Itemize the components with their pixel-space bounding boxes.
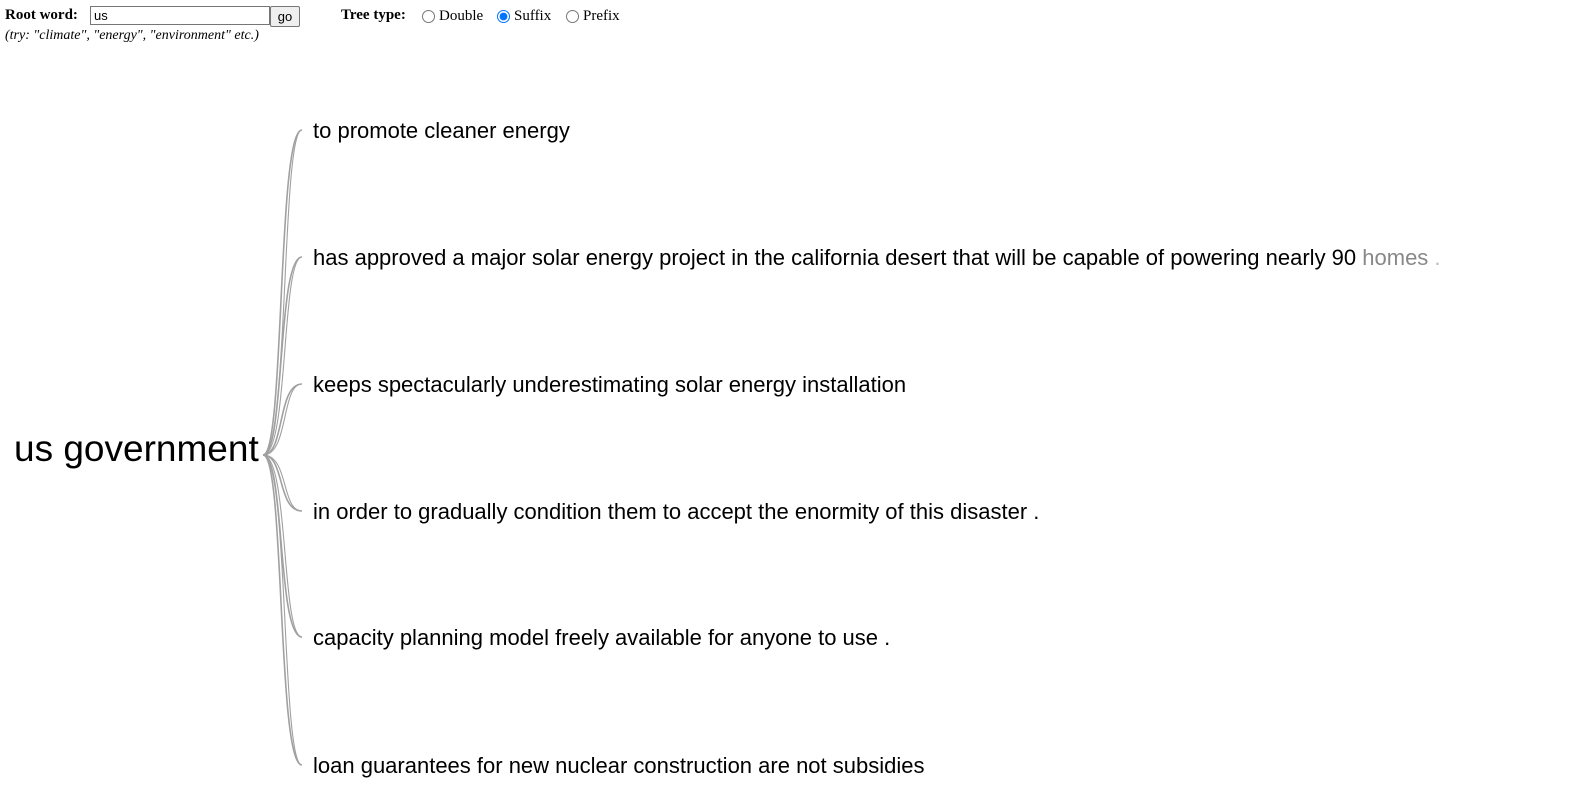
tree-branch-6[interactable]: loan guarantees for new nuclear construc… <box>313 753 924 779</box>
tree-branch-6-text: loan guarantees for new nuclear construc… <box>313 753 925 778</box>
go-button[interactable]: go <box>270 6 300 27</box>
tree-branch-4[interactable]: in order to gradually condition them to … <box>313 499 1039 525</box>
tree-branch-5-text: capacity planning model freely available… <box>313 625 891 650</box>
radio-prefix[interactable]: Prefix <box>566 5 620 27</box>
radio-suffix[interactable]: Suffix <box>497 5 551 27</box>
tree-branch-2-fade-text: homes <box>1356 245 1429 270</box>
tree-link-5 <box>262 454 303 638</box>
tree-link-5 <box>262 454 303 638</box>
root-word-input[interactable] <box>90 6 270 25</box>
tree-link-4 <box>262 454 303 512</box>
tree-link-2 <box>262 256 303 456</box>
tree-root-node[interactable]: us government <box>14 428 259 469</box>
controls-bar: Root word: go (try: "climate", "energy",… <box>5 5 765 47</box>
radio-prefix-label: Prefix <box>583 7 620 24</box>
tree-branch-3[interactable]: keeps spectacularly underestimating sola… <box>313 372 906 398</box>
tree-link-2 <box>262 256 303 456</box>
tree-branch-2[interactable]: has approved a major solar energy projec… <box>313 245 1441 271</box>
tree-link-3 <box>262 383 303 456</box>
radio-double-input[interactable] <box>422 9 435 23</box>
tree-branch-5[interactable]: capacity planning model freely available… <box>313 625 890 651</box>
radio-suffix-label: Suffix <box>514 7 552 24</box>
radio-suffix-input[interactable] <box>497 9 510 23</box>
radio-prefix-input[interactable] <box>566 9 579 23</box>
radio-double-label: Double <box>439 7 484 24</box>
tree-link-4 <box>262 454 303 512</box>
tree-branch-4-text: in order to gradually condition them to … <box>313 499 1040 524</box>
tree-link-1 <box>262 129 303 456</box>
tree-branch-2-fade-end: . <box>1428 245 1441 270</box>
tree-link-1 <box>262 129 303 456</box>
tree-link-6 <box>262 454 303 766</box>
tree-branch-1[interactable]: to promote cleaner energy <box>313 118 570 144</box>
hint-text: (try: "climate", "energy", "environment"… <box>5 28 259 43</box>
tree-branch-2-text: has approved a major solar energy projec… <box>313 245 1357 270</box>
tree-branch-3-text: keeps spectacularly underestimating sola… <box>313 372 907 397</box>
radio-double[interactable]: Double <box>422 5 483 27</box>
root-word-label: Root word: <box>5 7 78 23</box>
tree-type-label: Tree type: <box>341 7 406 23</box>
tree-link-6 <box>262 454 303 766</box>
tree-branch-1-text: to promote cleaner energy <box>313 118 570 143</box>
tree-link-3 <box>262 383 303 456</box>
